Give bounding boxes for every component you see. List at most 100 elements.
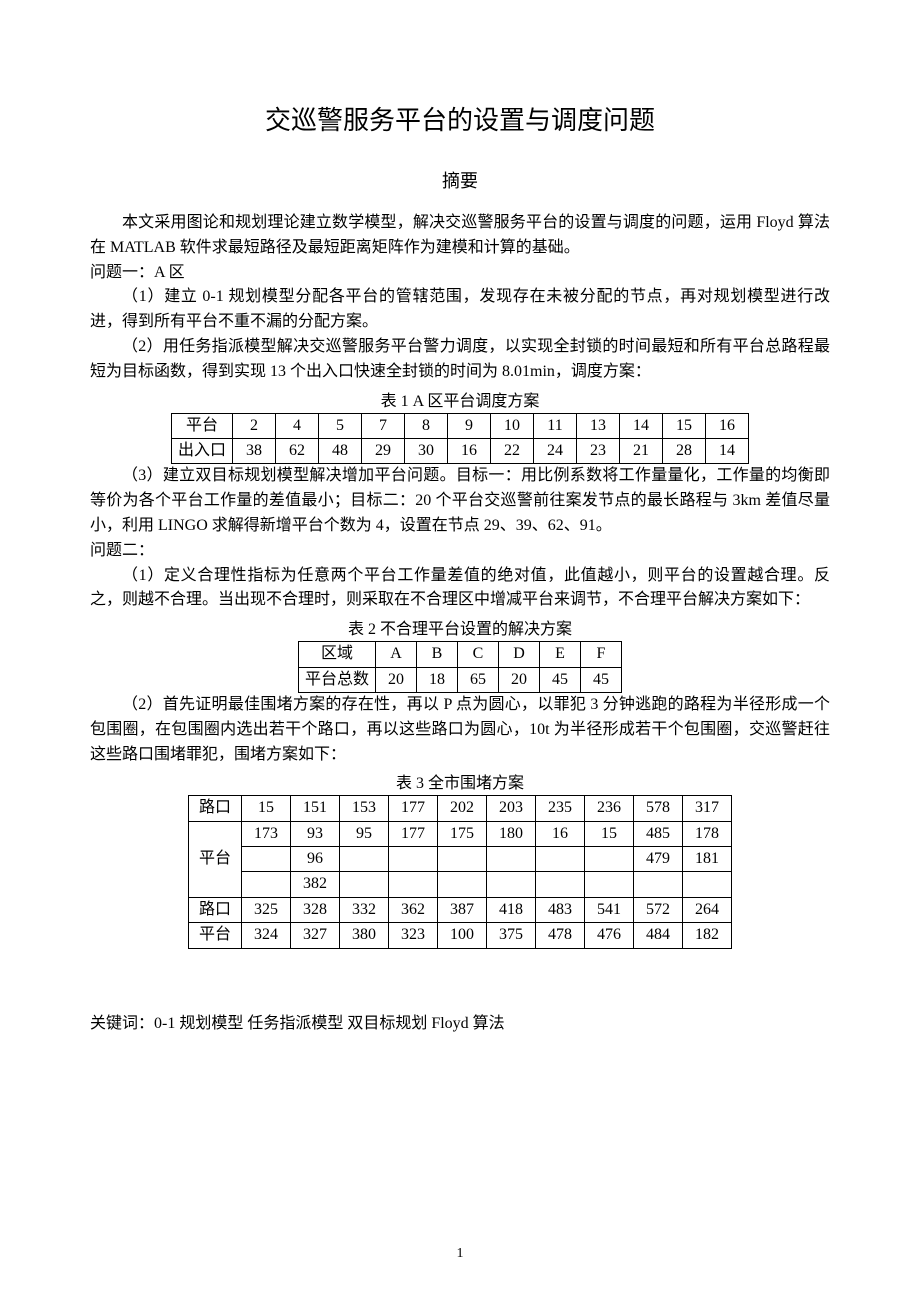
keywords: 关键词：0-1 规划模型 任务指派模型 双目标规划 Floyd 算法 [90, 1009, 830, 1033]
table-cell: 182 [683, 923, 732, 948]
table3: 路口15151153177202203235236578317平台1739395… [188, 795, 732, 948]
table-cell: 出入口 [171, 438, 232, 463]
table-cell: E [540, 642, 581, 667]
table-cell: 418 [487, 897, 536, 922]
table-cell: 16 [448, 438, 491, 463]
page: 交巡警服务平台的设置与调度问题 摘要 本文采用图论和规划理论建立数学模型，解决交… [0, 0, 920, 1302]
table-cell: 332 [340, 897, 389, 922]
table-cell: 483 [536, 897, 585, 922]
table-cell: 20 [376, 667, 417, 692]
table-cell: 177 [389, 821, 438, 846]
table-cell: 平台 [171, 413, 232, 438]
table-cell: 10 [491, 413, 534, 438]
table-cell: 178 [683, 821, 732, 846]
table-cell: 16 [536, 821, 585, 846]
table-cell: 15 [585, 821, 634, 846]
q1-item3: （3）建立双目标规划模型解决增加平台问题。目标一：用比例系数将工作量量化，工作量… [90, 464, 830, 538]
table-cell: 20 [499, 667, 540, 692]
table-cell: 177 [389, 796, 438, 821]
table-cell: 平台 [189, 821, 242, 897]
table-cell: 区域 [298, 642, 375, 667]
table-cell: 324 [242, 923, 291, 948]
table-cell: 96 [291, 847, 340, 872]
table-cell: 235 [536, 796, 585, 821]
table-cell: 476 [585, 923, 634, 948]
table-cell: 8 [405, 413, 448, 438]
table-cell: 151 [291, 796, 340, 821]
table-cell: 15 [242, 796, 291, 821]
table-cell [585, 872, 634, 897]
table-cell [389, 872, 438, 897]
table-cell: 14 [706, 438, 749, 463]
table-cell: 203 [487, 796, 536, 821]
table-cell: 578 [634, 796, 683, 821]
table-cell [487, 872, 536, 897]
table1-caption: 表 1 A 区平台调度方案 [90, 387, 830, 411]
table-cell [438, 872, 487, 897]
table-cell: 181 [683, 847, 732, 872]
table-cell: 23 [577, 438, 620, 463]
table-row: 382 [189, 872, 732, 897]
table-row: 出入口386248293016222423212814 [171, 438, 748, 463]
table-cell [389, 847, 438, 872]
table-cell: 323 [389, 923, 438, 948]
table-cell [340, 847, 389, 872]
table-cell [634, 872, 683, 897]
table-cell: 202 [438, 796, 487, 821]
table-cell: 317 [683, 796, 732, 821]
table-cell: 45 [581, 667, 622, 692]
table-cell: 11 [534, 413, 577, 438]
table-cell: 16 [706, 413, 749, 438]
table-cell: 362 [389, 897, 438, 922]
table-cell: 93 [291, 821, 340, 846]
table-cell: 18 [417, 667, 458, 692]
q1-header: 问题一：A 区 [90, 261, 830, 286]
table-cell: 484 [634, 923, 683, 948]
table-cell: 236 [585, 796, 634, 821]
table-cell: 平台 [189, 923, 242, 948]
table-cell [242, 872, 291, 897]
table-cell: 2 [233, 413, 276, 438]
table-cell: 48 [319, 438, 362, 463]
table-cell: A [376, 642, 417, 667]
table-cell: 7 [362, 413, 405, 438]
table-row: 平台245789101113141516 [171, 413, 748, 438]
table-cell [536, 847, 585, 872]
document-title: 交巡警服务平台的设置与调度问题 [90, 100, 830, 137]
table-cell: 175 [438, 821, 487, 846]
table-cell: 325 [242, 897, 291, 922]
table-cell [585, 847, 634, 872]
table-cell: 24 [534, 438, 577, 463]
table-cell: 95 [340, 821, 389, 846]
table-cell: B [417, 642, 458, 667]
table1: 平台245789101113141516出入口38624829301622242… [171, 413, 749, 465]
table-cell: 382 [291, 872, 340, 897]
table-cell: 264 [683, 897, 732, 922]
table-cell [438, 847, 487, 872]
table-cell: 62 [276, 438, 319, 463]
table-cell: D [499, 642, 540, 667]
table-cell: C [458, 642, 499, 667]
table-row: 平台17393951771751801615485178 [189, 821, 732, 846]
intro-paragraph: 本文采用图论和规划理论建立数学模型，解决交巡警服务平台的设置与调度的问题，运用 … [90, 211, 830, 261]
table-cell [683, 872, 732, 897]
page-number: 1 [0, 1246, 920, 1262]
table-cell: 30 [405, 438, 448, 463]
table-row: 路口15151153177202203235236578317 [189, 796, 732, 821]
table-cell: 478 [536, 923, 585, 948]
table3-caption: 表 3 全市围堵方案 [90, 769, 830, 793]
table-cell: 380 [340, 923, 389, 948]
table-cell: 38 [233, 438, 276, 463]
table-row: 平台总数201865204545 [298, 667, 621, 692]
table-cell: 173 [242, 821, 291, 846]
table-cell: 13 [577, 413, 620, 438]
q2-item1: （1）定义合理性指标为任意两个平台工作量差值的绝对值，此值越小，则平台的设置越合… [90, 564, 830, 614]
table-cell: 180 [487, 821, 536, 846]
q1-item1: （1）建立 0-1 规划模型分配各平台的管辖范围，发现存在未被分配的节点，再对规… [90, 285, 830, 335]
table-cell: 14 [620, 413, 663, 438]
table-cell: 327 [291, 923, 340, 948]
table-cell [536, 872, 585, 897]
table-row: 路口325328332362387418483541572264 [189, 897, 732, 922]
table2-caption: 表 2 不合理平台设置的解决方案 [90, 615, 830, 639]
table-cell: F [581, 642, 622, 667]
